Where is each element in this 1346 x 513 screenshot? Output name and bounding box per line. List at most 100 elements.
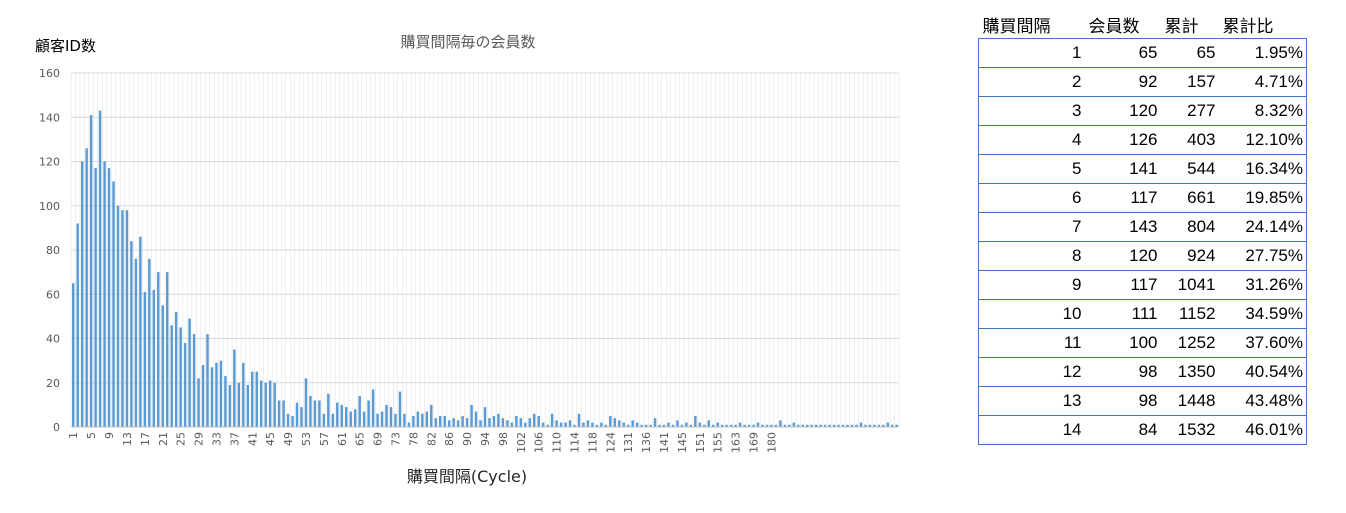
bar <box>237 382 241 427</box>
y-tick-label: 20 <box>46 377 60 390</box>
bar <box>631 420 634 427</box>
bar <box>783 424 787 427</box>
bar <box>121 210 124 427</box>
x-tick-label: 90 <box>461 432 474 446</box>
bar <box>506 420 509 427</box>
cell-cumulative-ratio: 24.14% <box>1218 212 1307 242</box>
bar <box>134 258 138 427</box>
header-interval: 購買間隔 <box>978 10 1085 39</box>
cell-interval: 11 <box>978 328 1085 358</box>
y-tick-label: 60 <box>46 288 60 301</box>
cell-interval: 5 <box>978 154 1085 184</box>
cell-members: 84 <box>1084 415 1161 445</box>
bar <box>761 424 764 427</box>
cell-members: 143 <box>1084 212 1161 242</box>
bar <box>331 413 335 427</box>
x-tick-label: 29 <box>193 432 206 446</box>
bar <box>801 424 804 427</box>
cell-interval: 8 <box>978 241 1085 271</box>
x-tick-label: 124 <box>604 432 617 453</box>
bar <box>452 418 455 427</box>
cell-cumulative: 1448 <box>1160 386 1219 416</box>
x-tick-label: 61 <box>336 432 349 446</box>
y-tick-label: 80 <box>46 244 60 257</box>
x-tick-label: 169 <box>748 432 761 453</box>
bar <box>886 422 890 427</box>
bar <box>667 422 670 427</box>
bar <box>125 210 129 427</box>
cell-interval: 14 <box>978 415 1085 445</box>
bar <box>626 424 630 427</box>
bar <box>461 415 464 427</box>
bar <box>349 411 352 427</box>
bar <box>116 205 120 427</box>
summary-table: 購買間隔 会員数 累計 累計比 1 65 65 1.95% 2 92 157 4.71% 3 12… <box>978 10 1307 445</box>
bar <box>582 422 585 427</box>
cell-cumulative: 403 <box>1160 125 1219 155</box>
bar <box>864 424 867 427</box>
x-tick-label: 98 <box>497 432 510 446</box>
bar <box>403 413 406 427</box>
bar <box>752 424 755 427</box>
cell-interval: 6 <box>978 183 1085 213</box>
cell-cumulative-ratio: 19.85% <box>1218 183 1307 213</box>
bar <box>143 292 147 427</box>
x-tick-label: 114 <box>569 432 582 453</box>
bar <box>300 407 303 427</box>
cell-cumulative: 544 <box>1160 154 1219 184</box>
bar <box>501 418 505 427</box>
table-row: 13 98 1448 43.48% <box>978 386 1307 416</box>
cell-members: 65 <box>1084 38 1161 68</box>
cell-cumulative-ratio: 16.34% <box>1218 154 1307 184</box>
cell-members: 120 <box>1084 96 1161 126</box>
cell-cumulative-ratio: 31.26% <box>1218 270 1307 300</box>
bar <box>747 424 751 427</box>
bar <box>738 422 742 427</box>
bar <box>591 422 594 427</box>
bar <box>456 420 460 427</box>
bar <box>716 422 719 427</box>
cell-cumulative: 1350 <box>1160 357 1219 387</box>
x-tick-label: 57 <box>318 432 331 446</box>
bar <box>743 424 746 427</box>
table-row: 8 120 924 27.75% <box>978 241 1307 271</box>
bar <box>483 407 487 427</box>
bar <box>859 422 863 427</box>
bar <box>76 223 79 427</box>
x-tick-label: 13 <box>121 432 134 446</box>
y-tick-label: 40 <box>46 333 60 346</box>
table-row: 4 126 403 12.10% <box>978 125 1307 155</box>
bar <box>103 161 106 427</box>
bar <box>188 318 191 427</box>
bar <box>609 415 612 427</box>
x-tick-label: 78 <box>407 432 420 446</box>
bar <box>546 424 549 427</box>
bar <box>515 415 518 427</box>
y-tick-label: 160 <box>39 67 60 80</box>
cell-interval: 10 <box>978 299 1085 329</box>
bar <box>412 415 415 427</box>
bar <box>694 415 697 427</box>
bar <box>443 415 446 427</box>
bar <box>148 258 151 427</box>
bar <box>595 424 599 427</box>
bar <box>474 411 478 427</box>
x-tick-label: 82 <box>425 432 438 446</box>
bar <box>206 334 209 427</box>
bar <box>882 424 885 427</box>
header-cumulative-ratio: 累計比 <box>1218 10 1307 39</box>
cell-cumulative: 1532 <box>1160 415 1219 445</box>
bar <box>112 181 115 427</box>
bar <box>233 349 236 427</box>
cell-members: 98 <box>1084 386 1161 416</box>
bar <box>255 371 258 427</box>
x-tick-label: 9 <box>103 432 116 439</box>
y-axis-label: 顧客ID数 <box>35 37 96 55</box>
bar <box>689 424 693 427</box>
bar <box>622 422 625 427</box>
bar <box>806 424 809 427</box>
bar <box>291 415 294 427</box>
bar <box>259 380 263 427</box>
bar <box>725 424 728 427</box>
bar <box>389 407 393 427</box>
